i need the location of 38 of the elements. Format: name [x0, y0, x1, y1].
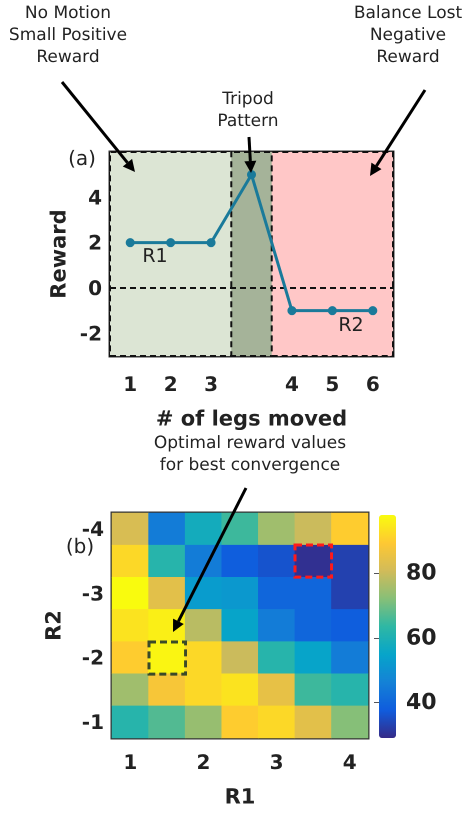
text: Tripod Pattern	[216, 88, 280, 132]
y-axis-title: Reward	[46, 209, 70, 299]
point	[166, 238, 176, 248]
x-axis-title: # of legs moved	[156, 406, 348, 430]
text: (a)	[67, 146, 97, 171]
point	[126, 238, 135, 248]
y-tick-label: 2	[88, 230, 102, 255]
x-tick-label: 3	[270, 750, 284, 774]
y-tick-label: -1	[82, 710, 104, 734]
text: Balance Lost Negative Reward	[352, 2, 464, 68]
color-bar-label: 80	[406, 560, 437, 586]
point	[368, 306, 378, 316]
point	[206, 238, 216, 248]
annotation: R1	[141, 244, 169, 268]
point	[287, 306, 296, 316]
x-tick-label: 2	[196, 750, 210, 774]
x-tick-label: 3	[204, 372, 218, 396]
color-bar-label: 40	[406, 690, 437, 715]
x-tick-label: 2	[164, 372, 178, 396]
y-tick-label: -2	[82, 646, 104, 670]
point	[247, 170, 256, 180]
x-tick-label: 4	[284, 372, 299, 396]
x-axis-title: R1	[224, 784, 256, 808]
x-tick-label: 4	[342, 750, 357, 774]
x-tick-label: 6	[366, 372, 380, 396]
x-tick-label: 5	[325, 372, 340, 396]
y-axis-title: R2	[42, 610, 66, 641]
annotation: R2	[337, 313, 365, 337]
y-tick-label: -2	[80, 321, 102, 346]
x-tick-label: 1	[123, 372, 138, 396]
point	[328, 306, 337, 316]
x-tick-label: 1	[123, 750, 138, 774]
y-tick-label: 0	[88, 276, 102, 300]
y-tick-label: 4	[88, 185, 102, 210]
text: No Motion Small Positive Reward	[8, 2, 128, 68]
y-tick-label: -3	[82, 581, 104, 606]
color-bar-label: 60	[406, 625, 437, 650]
text: Optimal reward values for best convergence	[152, 432, 348, 476]
